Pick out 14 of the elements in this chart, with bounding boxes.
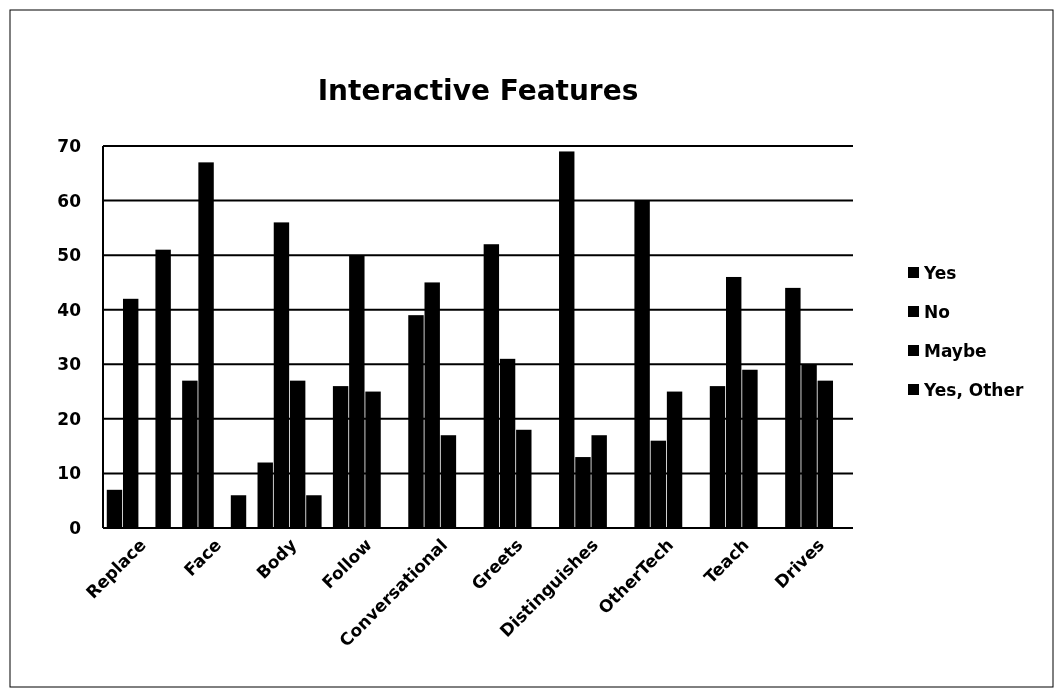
- y-tick-label: 0: [69, 517, 82, 538]
- y-tick-label: 30: [57, 354, 82, 375]
- legend-label: Yes, Other: [923, 379, 1024, 400]
- legend-label: Yes: [923, 262, 957, 283]
- y-tick-label: 70: [57, 135, 82, 156]
- y-tick-label: 50: [57, 245, 82, 266]
- y-tick-label: 60: [57, 190, 82, 211]
- y-tick-label: 10: [57, 463, 82, 484]
- chart-title: Interactive Features: [317, 74, 639, 107]
- y-tick-label: 40: [57, 299, 82, 320]
- y-tick-label: 20: [57, 408, 82, 429]
- legend-label: No: [924, 301, 950, 322]
- bar: [230, 495, 247, 528]
- legend-label: Maybe: [924, 340, 987, 361]
